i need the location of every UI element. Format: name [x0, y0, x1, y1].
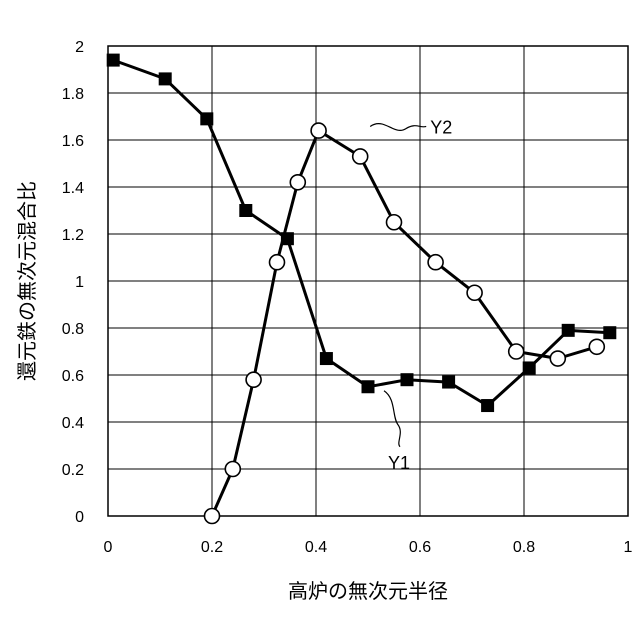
x-tick-label: 0.8 [513, 539, 535, 556]
y-tick-label: 0.4 [62, 415, 84, 432]
data-point-y1 [604, 327, 616, 339]
data-point-y1 [201, 113, 213, 125]
y-tick-label: 1.8 [62, 86, 84, 103]
y-tick-label: 0.8 [62, 321, 84, 338]
y-tick-label: 1.6 [62, 133, 84, 150]
y-tick-label: 0.2 [62, 462, 84, 479]
data-point-y1 [320, 353, 332, 365]
y2-label: Y2 [430, 117, 452, 137]
y-axis-title: 還元鉄の無次元混合比 [15, 181, 39, 381]
data-point-y2 [589, 339, 604, 354]
data-point-y1 [107, 54, 119, 66]
data-point-y2 [205, 509, 220, 524]
x-tick-label: 0.2 [201, 539, 223, 556]
series-y1 [107, 54, 616, 411]
y-tick-label: 1.2 [62, 227, 84, 244]
data-point-y1 [482, 400, 494, 412]
x-tick-label: 0.4 [305, 539, 327, 556]
data-point-y1 [523, 362, 535, 374]
y1-label-leader [384, 391, 400, 447]
data-point-y1 [240, 205, 252, 217]
data-point-y1 [443, 376, 455, 388]
x-tick-label: 0.6 [409, 539, 431, 556]
grid [108, 46, 628, 516]
y-tick-label: 0.6 [62, 368, 84, 385]
data-point-y1 [401, 374, 413, 386]
data-point-y1 [159, 73, 171, 85]
data-point-y2 [387, 215, 402, 230]
data-point-y2 [225, 462, 240, 477]
series [107, 54, 616, 523]
data-point-y2 [246, 372, 261, 387]
x-tick-label: 0 [104, 539, 113, 556]
y-tick-labels: 0 0.2 0.4 0.6 0.8 1 1.2 1.4 1.6 1.8 2 [62, 39, 84, 526]
data-point-y2 [290, 175, 305, 190]
data-point-y2 [550, 351, 565, 366]
y-tick-label: 1 [75, 274, 84, 291]
y-tick-label: 1.4 [62, 180, 84, 197]
data-point-y2 [270, 255, 285, 270]
data-point-y2 [467, 285, 482, 300]
y2-label-leader [370, 124, 426, 131]
x-tick-labels: 0 0.2 0.4 0.6 0.8 1 [104, 539, 633, 556]
y-tick-label: 0 [75, 509, 84, 526]
data-point-y1 [562, 324, 574, 336]
annotations: Y1 Y2 [370, 117, 452, 472]
data-point-y2 [428, 255, 443, 270]
x-tick-label: 1 [624, 539, 633, 556]
data-point-y1 [362, 381, 374, 393]
data-point-y2 [311, 123, 326, 138]
y-tick-label: 2 [75, 39, 84, 56]
data-point-y2 [353, 149, 368, 164]
x-axis-title: 高炉の無次元半径 [288, 579, 448, 603]
data-point-y2 [509, 344, 524, 359]
y1-label: Y1 [388, 453, 410, 473]
